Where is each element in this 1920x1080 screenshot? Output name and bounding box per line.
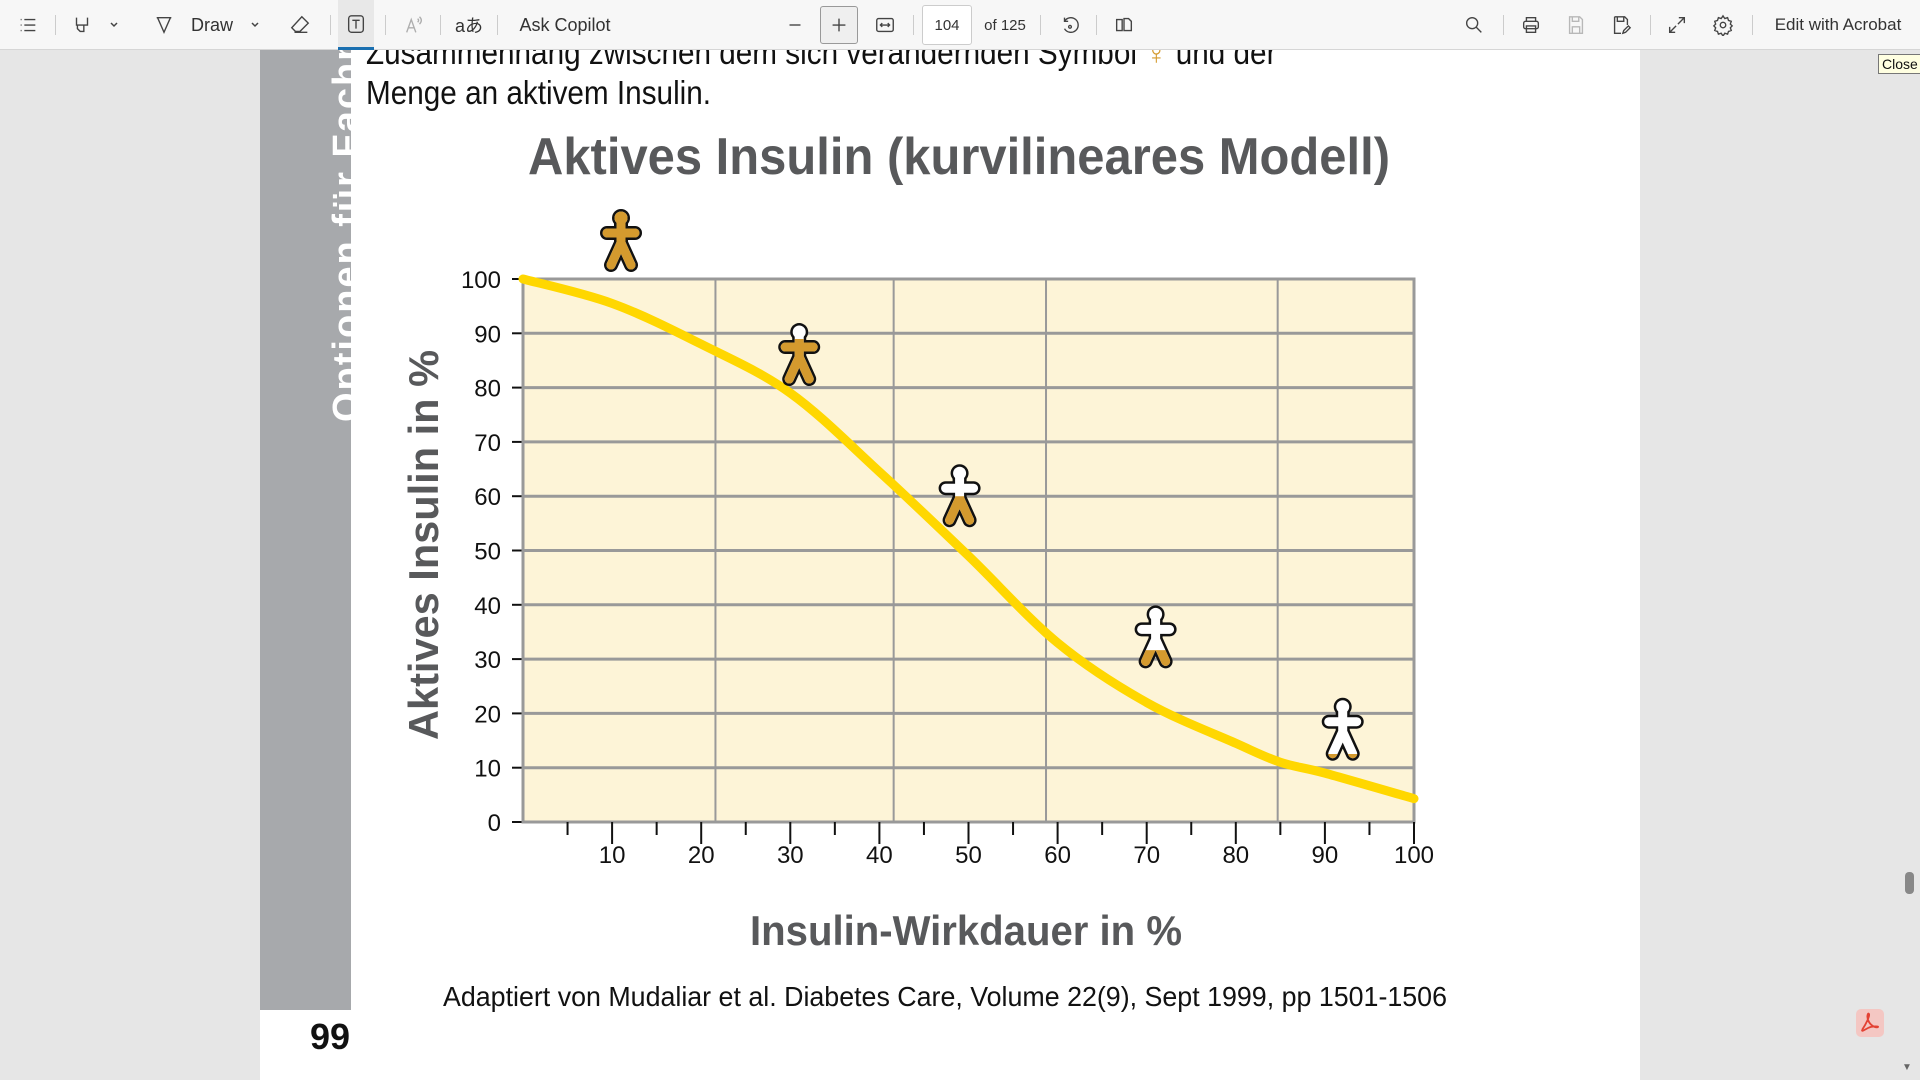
person-symbol-icon <box>938 464 981 528</box>
separator <box>913 15 914 35</box>
x-tick-label: 80 <box>1222 842 1249 869</box>
person-symbol-icon <box>1134 605 1177 669</box>
edit-with-acrobat-button[interactable]: Edit with Acrobat <box>1774 15 1902 34</box>
close-tooltip: Close <box>1878 54 1920 74</box>
x-axis-label: Insulin-Wirkdauer in % <box>750 907 1182 954</box>
y-tick-label: 20 <box>474 701 501 728</box>
read-aloud-icon[interactable] <box>400 0 428 50</box>
gear-icon[interactable] <box>1709 0 1737 50</box>
zoom-out-icon[interactable] <box>782 0 808 50</box>
save-icon[interactable] <box>1562 0 1590 50</box>
figure-empty <box>941 466 979 525</box>
figure-empty <box>1324 700 1362 759</box>
x-tick-label: 10 <box>599 842 626 869</box>
page-view-icon[interactable] <box>1110 0 1138 50</box>
x-tick-label: 60 <box>1044 842 1071 869</box>
y-tick-label: 10 <box>474 756 501 783</box>
series-line <box>518 274 1419 804</box>
separator <box>1503 15 1504 35</box>
ask-copilot-button[interactable]: Ask Copilot <box>519 14 611 35</box>
y-tick-label: 80 <box>474 376 501 403</box>
person-symbol-icon <box>778 323 821 387</box>
figure-fill <box>602 211 640 270</box>
y-tick-label: 30 <box>474 647 501 674</box>
x-tick-label: 20 <box>688 842 715 869</box>
separator <box>55 15 56 35</box>
body <box>1137 612 1175 666</box>
chart-title: Aktives Insulin (kurvilineares Modell) <box>528 128 1390 186</box>
x-tick-label: 70 <box>1133 842 1160 869</box>
text-box-icon[interactable] <box>338 0 374 50</box>
scroll-down-arrow[interactable]: ▼ <box>1902 1062 1912 1073</box>
y-tick-label: 40 <box>474 593 501 620</box>
draw-icon[interactable] <box>150 0 178 50</box>
x-tick-label: 90 <box>1312 842 1339 869</box>
sidebar-strip <box>260 0 351 1010</box>
separator <box>440 15 441 35</box>
page-total: of 125 <box>984 16 1026 34</box>
x-tick-label: 30 <box>777 842 804 869</box>
body <box>1324 705 1362 759</box>
rotate-icon[interactable] <box>1056 0 1084 50</box>
x-tick-label: 40 <box>866 842 893 869</box>
citation: Adaptiert von Mudaliar et al. Diabetes C… <box>443 981 1447 1012</box>
intro-line-2: Menge an aktivem Insulin. <box>366 74 712 111</box>
y-tick-label: 100 <box>461 267 501 294</box>
chevron-down-icon[interactable] <box>106 0 122 50</box>
page-number-input[interactable]: 104 <box>922 5 972 45</box>
eraser-icon[interactable] <box>286 0 314 50</box>
zoom-in-icon[interactable] <box>820 6 858 44</box>
separator <box>497 15 498 35</box>
figure-empty <box>1137 607 1175 666</box>
print-icon[interactable] <box>1517 0 1545 50</box>
y-axis-label: Aktives Insulin in % <box>400 350 447 740</box>
figure-fill <box>780 339 818 384</box>
search-icon[interactable] <box>1460 0 1488 50</box>
y-tick-label: 60 <box>474 484 501 511</box>
body <box>780 339 818 384</box>
highlight-icon[interactable] <box>68 0 96 50</box>
draw-button[interactable]: Draw <box>190 14 233 35</box>
scrollbar-thumb[interactable] <box>1905 872 1914 894</box>
separator <box>330 15 331 35</box>
separator <box>1752 15 1753 35</box>
fit-width-icon[interactable] <box>871 0 899 50</box>
separator <box>1096 15 1097 35</box>
x-tick-label: 100 <box>1394 842 1434 869</box>
fullscreen-icon[interactable] <box>1663 0 1691 50</box>
body <box>941 471 979 525</box>
separator <box>385 15 386 35</box>
pdf-toolbar: Draw aあ Ask Copilot 104 of 125 Edit with… <box>0 0 1920 50</box>
chevron-down-icon[interactable] <box>247 0 263 50</box>
x-tick-label: 50 <box>955 842 982 869</box>
separator <box>1040 15 1041 35</box>
translate-icon[interactable]: aあ <box>454 16 483 36</box>
person-symbol-icon <box>1321 697 1364 761</box>
separator <box>1650 15 1651 35</box>
save-as-icon[interactable] <box>1607 0 1635 50</box>
y-tick-label: 90 <box>474 321 501 348</box>
body <box>602 216 640 270</box>
person-symbol-icon <box>600 208 643 272</box>
page-number: 99 <box>310 1016 351 1057</box>
contents-icon[interactable] <box>14 0 42 50</box>
acrobat-icon[interactable] <box>1855 1008 1885 1038</box>
y-tick-label: 50 <box>474 539 501 566</box>
y-tick-label: 70 <box>474 430 501 457</box>
y-tick-label: 0 <box>488 810 501 837</box>
